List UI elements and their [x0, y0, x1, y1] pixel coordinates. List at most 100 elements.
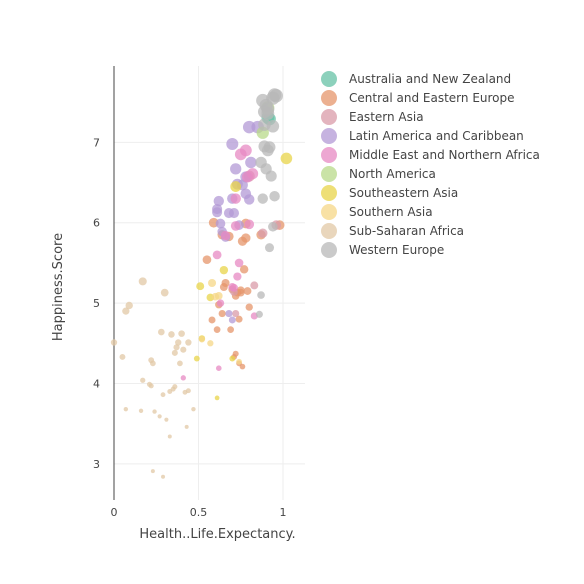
data-point	[242, 120, 256, 134]
data-point	[148, 383, 154, 389]
data-point	[261, 106, 275, 120]
data-point	[235, 315, 243, 323]
legend-marker	[321, 71, 337, 87]
data-point	[180, 375, 186, 381]
data-point	[138, 408, 144, 413]
data-point	[233, 272, 242, 281]
data-point	[150, 360, 156, 367]
legend-label: Western Europe	[349, 243, 444, 257]
data-point	[173, 344, 180, 351]
data-point	[223, 208, 234, 219]
legend-item[interactable]: Middle East and Northern Africa	[321, 147, 540, 163]
legend-marker	[321, 109, 337, 125]
legend-label: Sub-Saharan Africa	[349, 224, 464, 238]
x-tick-label: 1	[280, 506, 287, 519]
legend-item[interactable]: Southern Asia	[321, 204, 433, 220]
data-point	[160, 288, 169, 297]
data-point	[257, 291, 265, 299]
x-tick-label: 0.5	[190, 506, 208, 519]
legend-label: Eastern Asia	[349, 110, 424, 124]
data-point	[184, 424, 189, 429]
data-point	[258, 118, 271, 131]
data-point	[230, 181, 242, 192]
data-point	[230, 283, 238, 292]
legend-label: Southern Asia	[349, 205, 433, 219]
data-point	[236, 286, 245, 295]
legend-item[interactable]: Central and Eastern Europe	[321, 90, 515, 106]
data-point	[247, 168, 259, 180]
data-point	[258, 228, 268, 238]
data-point	[215, 218, 226, 229]
y-tick-label: 5	[93, 297, 100, 310]
data-point	[218, 309, 226, 318]
legend-item[interactable]: Sub-Saharan Africa	[321, 223, 464, 239]
data-point	[164, 417, 169, 422]
data-point	[208, 316, 216, 324]
data-point	[213, 195, 224, 207]
data-points	[110, 88, 293, 479]
legend-label: Central and Eastern Europe	[349, 91, 515, 105]
data-point	[261, 144, 274, 157]
data-point	[175, 339, 182, 346]
data-point	[140, 377, 146, 383]
data-point	[185, 339, 192, 346]
data-point	[260, 163, 272, 175]
y-tick-label: 6	[93, 217, 100, 230]
data-point	[244, 194, 255, 205]
data-point	[280, 152, 293, 165]
data-point	[167, 434, 172, 439]
x-tick-label: 0	[111, 506, 118, 519]
data-point	[168, 331, 175, 338]
data-point	[245, 303, 253, 311]
data-point	[119, 353, 126, 360]
legend-item[interactable]: Southeastern Asia	[321, 185, 458, 201]
data-point	[264, 243, 275, 253]
data-point	[196, 282, 205, 291]
data-point	[198, 336, 206, 343]
data-point	[157, 414, 162, 419]
data-point	[227, 326, 234, 333]
legend-item[interactable]: North America	[321, 166, 436, 182]
data-point	[216, 299, 225, 307]
data-point	[230, 163, 242, 175]
data-point	[125, 301, 133, 310]
data-point	[215, 365, 222, 371]
data-point	[269, 190, 280, 202]
legend: Australia and New Zealand Central and Eas…	[321, 71, 540, 258]
data-point	[255, 310, 263, 318]
data-point	[268, 221, 278, 232]
data-point	[219, 265, 229, 275]
data-point	[207, 340, 214, 347]
data-point	[229, 355, 236, 362]
y-tick-label: 7	[93, 136, 100, 149]
data-point	[161, 474, 166, 479]
data-point	[202, 255, 212, 265]
legend-marker	[321, 147, 337, 163]
data-point	[180, 346, 187, 353]
data-point	[243, 287, 252, 295]
legend-item[interactable]: Australia and New Zealand	[321, 71, 511, 87]
data-point	[172, 384, 178, 390]
legend-marker	[321, 242, 337, 258]
legend-marker	[321, 128, 337, 144]
data-point	[245, 156, 257, 169]
legend-item[interactable]: Eastern Asia	[321, 109, 424, 125]
x-tick-labels: 0 0.5 1	[111, 506, 287, 519]
data-point	[219, 283, 228, 291]
data-point	[214, 395, 220, 401]
legend-marker	[321, 223, 337, 239]
data-point	[191, 406, 196, 412]
data-point	[212, 250, 222, 260]
legend-label: Middle East and Northern Africa	[349, 148, 540, 162]
data-point	[213, 326, 221, 333]
data-point	[178, 330, 185, 337]
data-point	[250, 281, 259, 290]
legend-marker	[321, 204, 337, 220]
data-point	[110, 339, 118, 346]
legend-item[interactable]: Western Europe	[321, 242, 444, 258]
data-point	[234, 258, 244, 268]
data-point	[228, 316, 236, 324]
legend-label: Australia and New Zealand	[349, 72, 511, 86]
legend-item[interactable]: Latin America and Caribbean	[321, 128, 524, 144]
